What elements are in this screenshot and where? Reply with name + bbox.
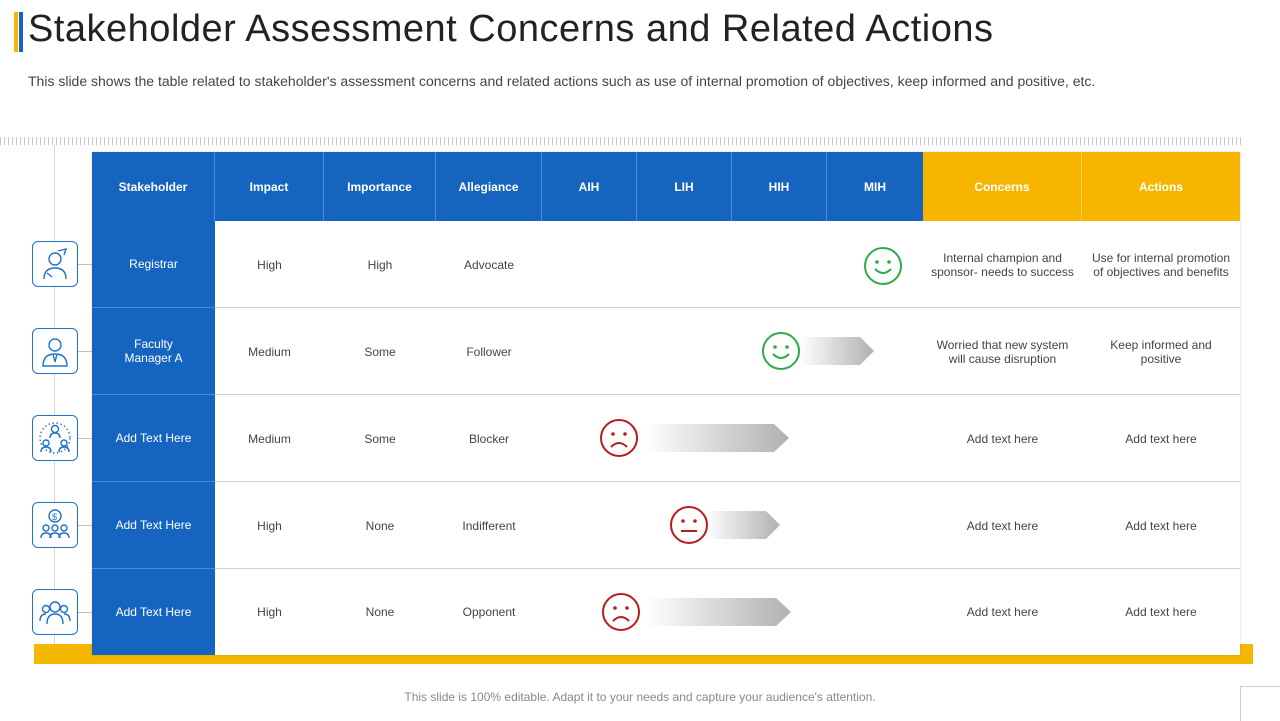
stakeholder-cell: Add Text Here	[92, 482, 215, 569]
concerns-cell: Add text here	[966, 518, 1039, 533]
concerns-cell: Worried that new system will cause disru…	[936, 337, 1069, 366]
sad-face-icon	[600, 419, 638, 457]
actions-cell: Add text here	[1125, 605, 1197, 619]
stakeholder-cell: Faculty Manager A	[92, 308, 215, 395]
importance-cell: Some	[364, 344, 396, 359]
impact-cell: Medium	[248, 431, 291, 446]
icon-connector	[78, 525, 92, 526]
title-accent-yellow	[14, 12, 18, 52]
stakeholder-cell: Registrar	[92, 221, 215, 308]
impact-cell: High	[257, 257, 282, 272]
importance-cell: None	[365, 605, 395, 619]
title-accent-blue	[19, 12, 23, 52]
row-divider	[215, 481, 1240, 482]
actions-cell: Use for internal promotion of objectives…	[1091, 250, 1231, 279]
footer-note: This slide is 100% editable. Adapt it to…	[404, 690, 876, 704]
importance-cell: Some	[364, 431, 396, 446]
allegiance-cell: Indifferent	[462, 518, 516, 533]
header-lih: LIH	[637, 152, 732, 221]
header-importance: Importance	[324, 152, 436, 221]
sad-face-icon	[602, 593, 640, 631]
actions-cell: Add text here	[1125, 431, 1197, 446]
header-mih: MIH	[827, 152, 923, 221]
timeline-line	[54, 145, 55, 645]
money-team-icon: $	[32, 502, 78, 548]
actions-cell: Add text here	[1125, 518, 1197, 533]
progress-arrow	[646, 598, 791, 626]
happy-face-icon	[762, 332, 800, 370]
concerns-cell: Internal champion and sponsor- needs to …	[931, 250, 1074, 279]
manager-icon	[32, 328, 78, 374]
concerns-cell: Add text here	[966, 431, 1039, 446]
row-divider	[215, 307, 1240, 308]
happy-face-icon	[864, 247, 902, 285]
progress-arrow	[706, 511, 780, 539]
row-divider	[215, 394, 1240, 395]
icon-connector	[78, 351, 92, 352]
impact-cell: High	[257, 605, 282, 619]
neutral-face-icon	[670, 506, 708, 544]
stakeholder-table: Stakeholder Impact Importance Allegiance…	[92, 152, 1240, 655]
header-aih: AIH	[542, 152, 637, 221]
allegiance-cell: Advocate	[463, 257, 515, 272]
registrar-icon	[32, 241, 78, 287]
impact-cell: Medium	[248, 344, 291, 359]
team-icon	[32, 589, 78, 635]
page-title: Stakeholder Assessment Concerns and Rela…	[28, 8, 994, 50]
hierarchy-icon	[32, 415, 78, 461]
corner-mark	[1240, 686, 1280, 721]
progress-arrow	[800, 337, 874, 365]
header-hih: HIH	[732, 152, 827, 221]
allegiance-cell: Opponent	[462, 605, 516, 619]
impact-cell: High	[257, 518, 282, 533]
icon-connector	[78, 612, 92, 613]
page-subtitle: This slide shows the table related to st…	[28, 73, 1096, 89]
importance-cell: High	[367, 257, 393, 272]
allegiance-cell: Blocker	[468, 431, 509, 446]
stakeholder-cell: Add Text Here	[92, 395, 215, 482]
actions-cell: Keep informed and positive	[1110, 337, 1212, 366]
importance-cell: None	[365, 518, 395, 533]
allegiance-cell: Follower	[466, 344, 512, 359]
concerns-cell: Add text here	[966, 605, 1039, 619]
icon-connector	[78, 438, 92, 439]
header-impact: Impact	[215, 152, 324, 221]
stakeholder-cell: Add Text Here	[92, 569, 215, 655]
header-stakeholder: Stakeholder	[92, 152, 215, 221]
dotted-divider	[0, 137, 1244, 145]
row-divider	[215, 568, 1240, 569]
svg-text:$: $	[52, 512, 57, 522]
header-allegiance: Allegiance	[436, 152, 542, 221]
icon-connector	[78, 264, 92, 265]
header-actions: Actions	[1082, 152, 1240, 221]
progress-arrow	[644, 424, 789, 452]
header-concerns: Concerns	[923, 152, 1082, 221]
